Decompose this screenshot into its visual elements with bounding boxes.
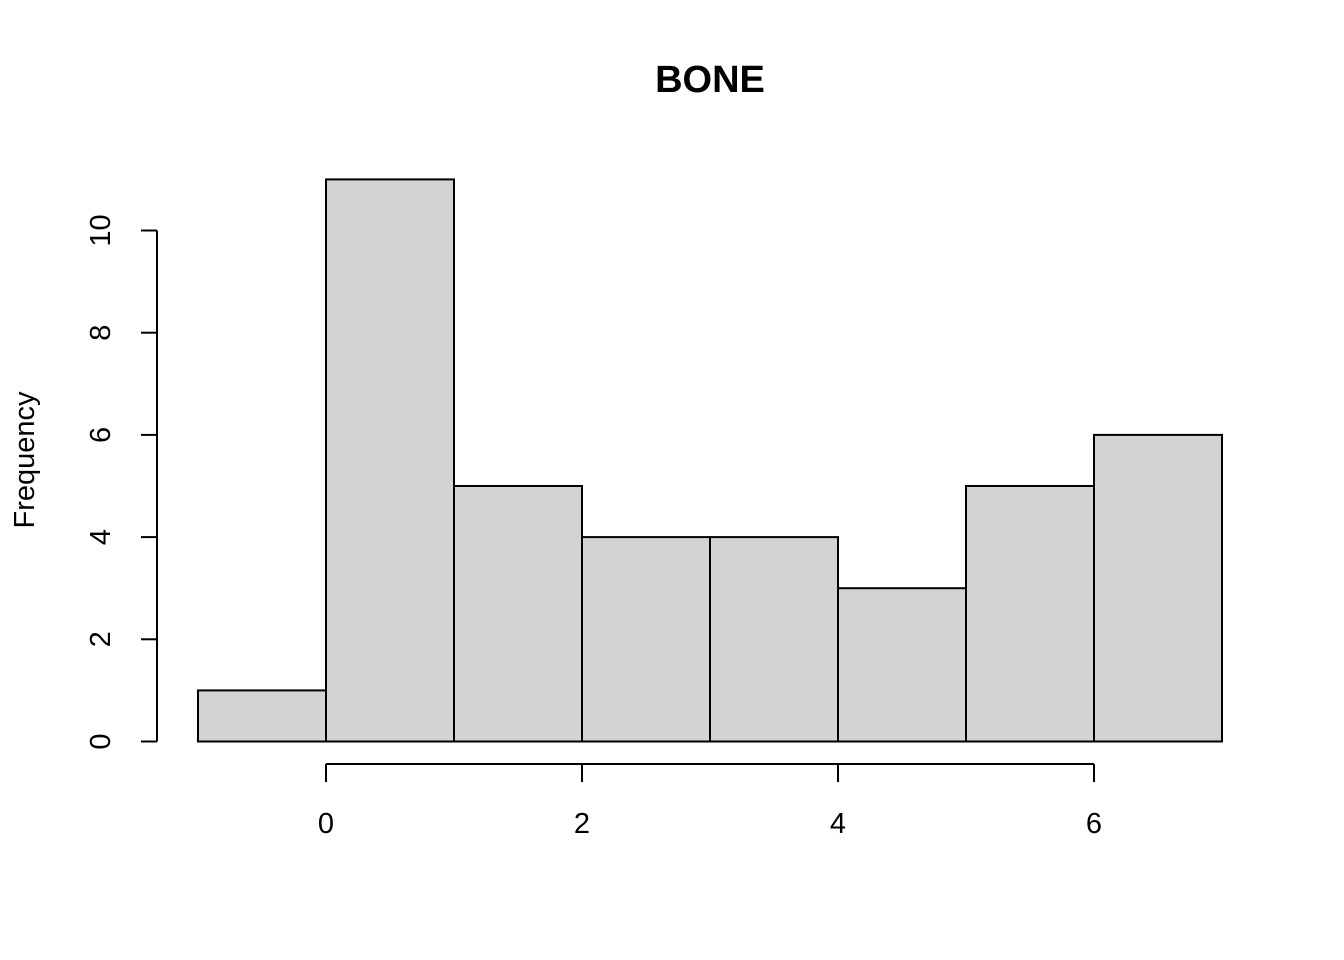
x-axis: 0 2 4 6 bbox=[318, 763, 1102, 840]
y-axis-label: Frequency bbox=[9, 391, 41, 529]
y-tick-label-2: 2 bbox=[85, 631, 117, 647]
y-tick-label-6: 6 bbox=[85, 427, 117, 443]
x-tick-label-6: 6 bbox=[1086, 808, 1102, 840]
bars-group bbox=[197, 178, 1223, 743]
y-tick-label-4: 4 bbox=[85, 529, 117, 545]
histogram-bar-4 bbox=[709, 536, 839, 743]
chart-title: BONE bbox=[655, 59, 765, 101]
histogram-bar-7 bbox=[1093, 433, 1223, 743]
x-tick-label-0: 0 bbox=[318, 808, 334, 840]
x-tick-label-4: 4 bbox=[830, 808, 846, 840]
y-tick-label-8: 8 bbox=[85, 325, 117, 341]
y-tick-label-0: 0 bbox=[85, 733, 117, 749]
histogram-bar-1 bbox=[325, 178, 455, 743]
histogram-bar-3 bbox=[581, 536, 711, 743]
histogram-bar-2 bbox=[453, 485, 583, 743]
histogram-bar-0 bbox=[197, 689, 327, 743]
histogram-bar-5 bbox=[837, 587, 967, 743]
x-tick-label-2: 2 bbox=[574, 808, 590, 840]
y-tick-label-10: 10 bbox=[85, 214, 117, 246]
y-axis: 0 2 4 6 8 10 bbox=[85, 214, 158, 750]
histogram-bar-6 bbox=[965, 485, 1095, 743]
